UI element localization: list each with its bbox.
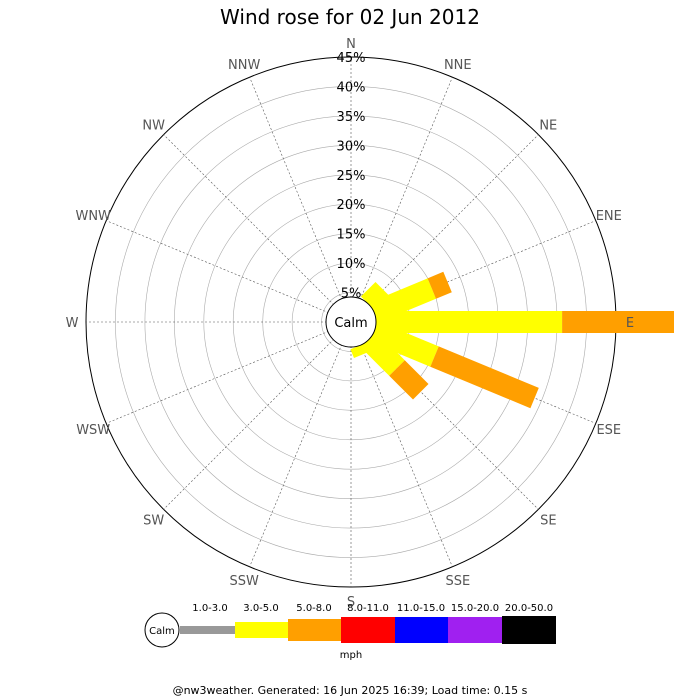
direction-label-nnw: NNW xyxy=(228,58,260,73)
percent-label: 25% xyxy=(337,169,366,184)
percent-label: 15% xyxy=(337,228,366,243)
direction-label-n: N xyxy=(346,37,356,52)
calm-center: Calm xyxy=(325,296,377,348)
grid-spoke xyxy=(249,321,352,567)
wind-bar-se-2 xyxy=(389,360,429,400)
legend-swatch xyxy=(502,616,556,644)
speed-legend: Calm 1.0-3.0 3.0-5.0 5.0-8.0 8.0-11.0 11.0-15… xyxy=(144,603,556,661)
percent-label: 5% xyxy=(341,287,362,302)
wind-bar-ese-2 xyxy=(430,346,539,409)
legend-swatch xyxy=(235,622,288,638)
direction-label-e: E xyxy=(626,316,634,331)
legend-swatch xyxy=(448,617,502,643)
percent-label: 20% xyxy=(337,198,366,213)
wind-bars xyxy=(350,271,674,409)
grid-spoke xyxy=(350,77,453,323)
footer-text: @nw3weather. Generated: 16 Jun 2025 16:3… xyxy=(173,684,528,697)
direction-label-ne: NE xyxy=(539,119,557,134)
percent-label: 40% xyxy=(337,80,366,95)
direction-label-ssw: SSW xyxy=(230,574,260,589)
direction-labels: N NNE NE ENE E ESE SE SSE S SSW SW WSW W WNW NW NNW xyxy=(66,37,635,610)
direction-label-s: S xyxy=(347,595,355,610)
grid-spoke xyxy=(106,321,352,424)
grid-spoke xyxy=(163,321,352,510)
direction-label-wnw: WNW xyxy=(75,209,111,224)
legend-label: 3.0-5.0 xyxy=(243,603,278,614)
legend-label: 8.0-11.0 xyxy=(347,603,389,614)
direction-label-se: SE xyxy=(540,513,556,528)
percent-label: 45% xyxy=(337,51,366,66)
wind-bar-ene-2 xyxy=(427,271,452,299)
legend-swatch xyxy=(288,619,341,641)
legend-label: 15.0-20.0 xyxy=(451,603,499,614)
wind-bar-sse-1 xyxy=(350,340,375,358)
legend-label: 20.0-50.0 xyxy=(505,603,553,614)
direction-label-sse: SSE xyxy=(445,574,470,589)
wind-bar-se-1 xyxy=(360,331,405,376)
grid-spoke xyxy=(249,77,352,323)
percent-label: 10% xyxy=(337,257,366,272)
direction-label-wsw: WSW xyxy=(76,423,110,438)
wind-bar-e-1 xyxy=(376,311,563,333)
wind-bar-e-2 xyxy=(562,311,674,333)
legend-swatch xyxy=(395,617,448,643)
direction-label-ene: ENE xyxy=(596,209,622,224)
direction-label-w: W xyxy=(66,316,79,331)
legend-swatch xyxy=(180,626,235,634)
legend-calm-circle xyxy=(144,612,180,648)
legend-units: mph xyxy=(340,650,362,661)
chart-title: Wind rose for 02 Jun 2012 xyxy=(220,5,480,29)
percent-label: 30% xyxy=(337,139,366,154)
legend-swatch xyxy=(341,617,395,643)
legend-label: 1.0-3.0 xyxy=(192,603,227,614)
legend-label: 11.0-15.0 xyxy=(397,603,445,614)
grid-spoke xyxy=(350,321,453,567)
wind-bar-ese-1 xyxy=(369,321,439,367)
direction-label-ese: ESE xyxy=(596,423,621,438)
percent-labels: 5% 10% 15% 20% 25% 30% 35% 40% 45% xyxy=(337,51,366,302)
direction-label-nne: NNE xyxy=(444,58,472,73)
percent-label: 35% xyxy=(337,110,366,125)
grid-spoke xyxy=(106,220,352,323)
grid-spoke xyxy=(163,134,352,323)
calm-label: Calm xyxy=(334,316,367,331)
legend-label: 5.0-8.0 xyxy=(296,603,331,614)
legend-calm-label: Calm xyxy=(149,626,175,637)
direction-label-sw: SW xyxy=(143,513,164,528)
calm-circle xyxy=(325,296,377,348)
direction-label-nw: NW xyxy=(142,119,165,134)
